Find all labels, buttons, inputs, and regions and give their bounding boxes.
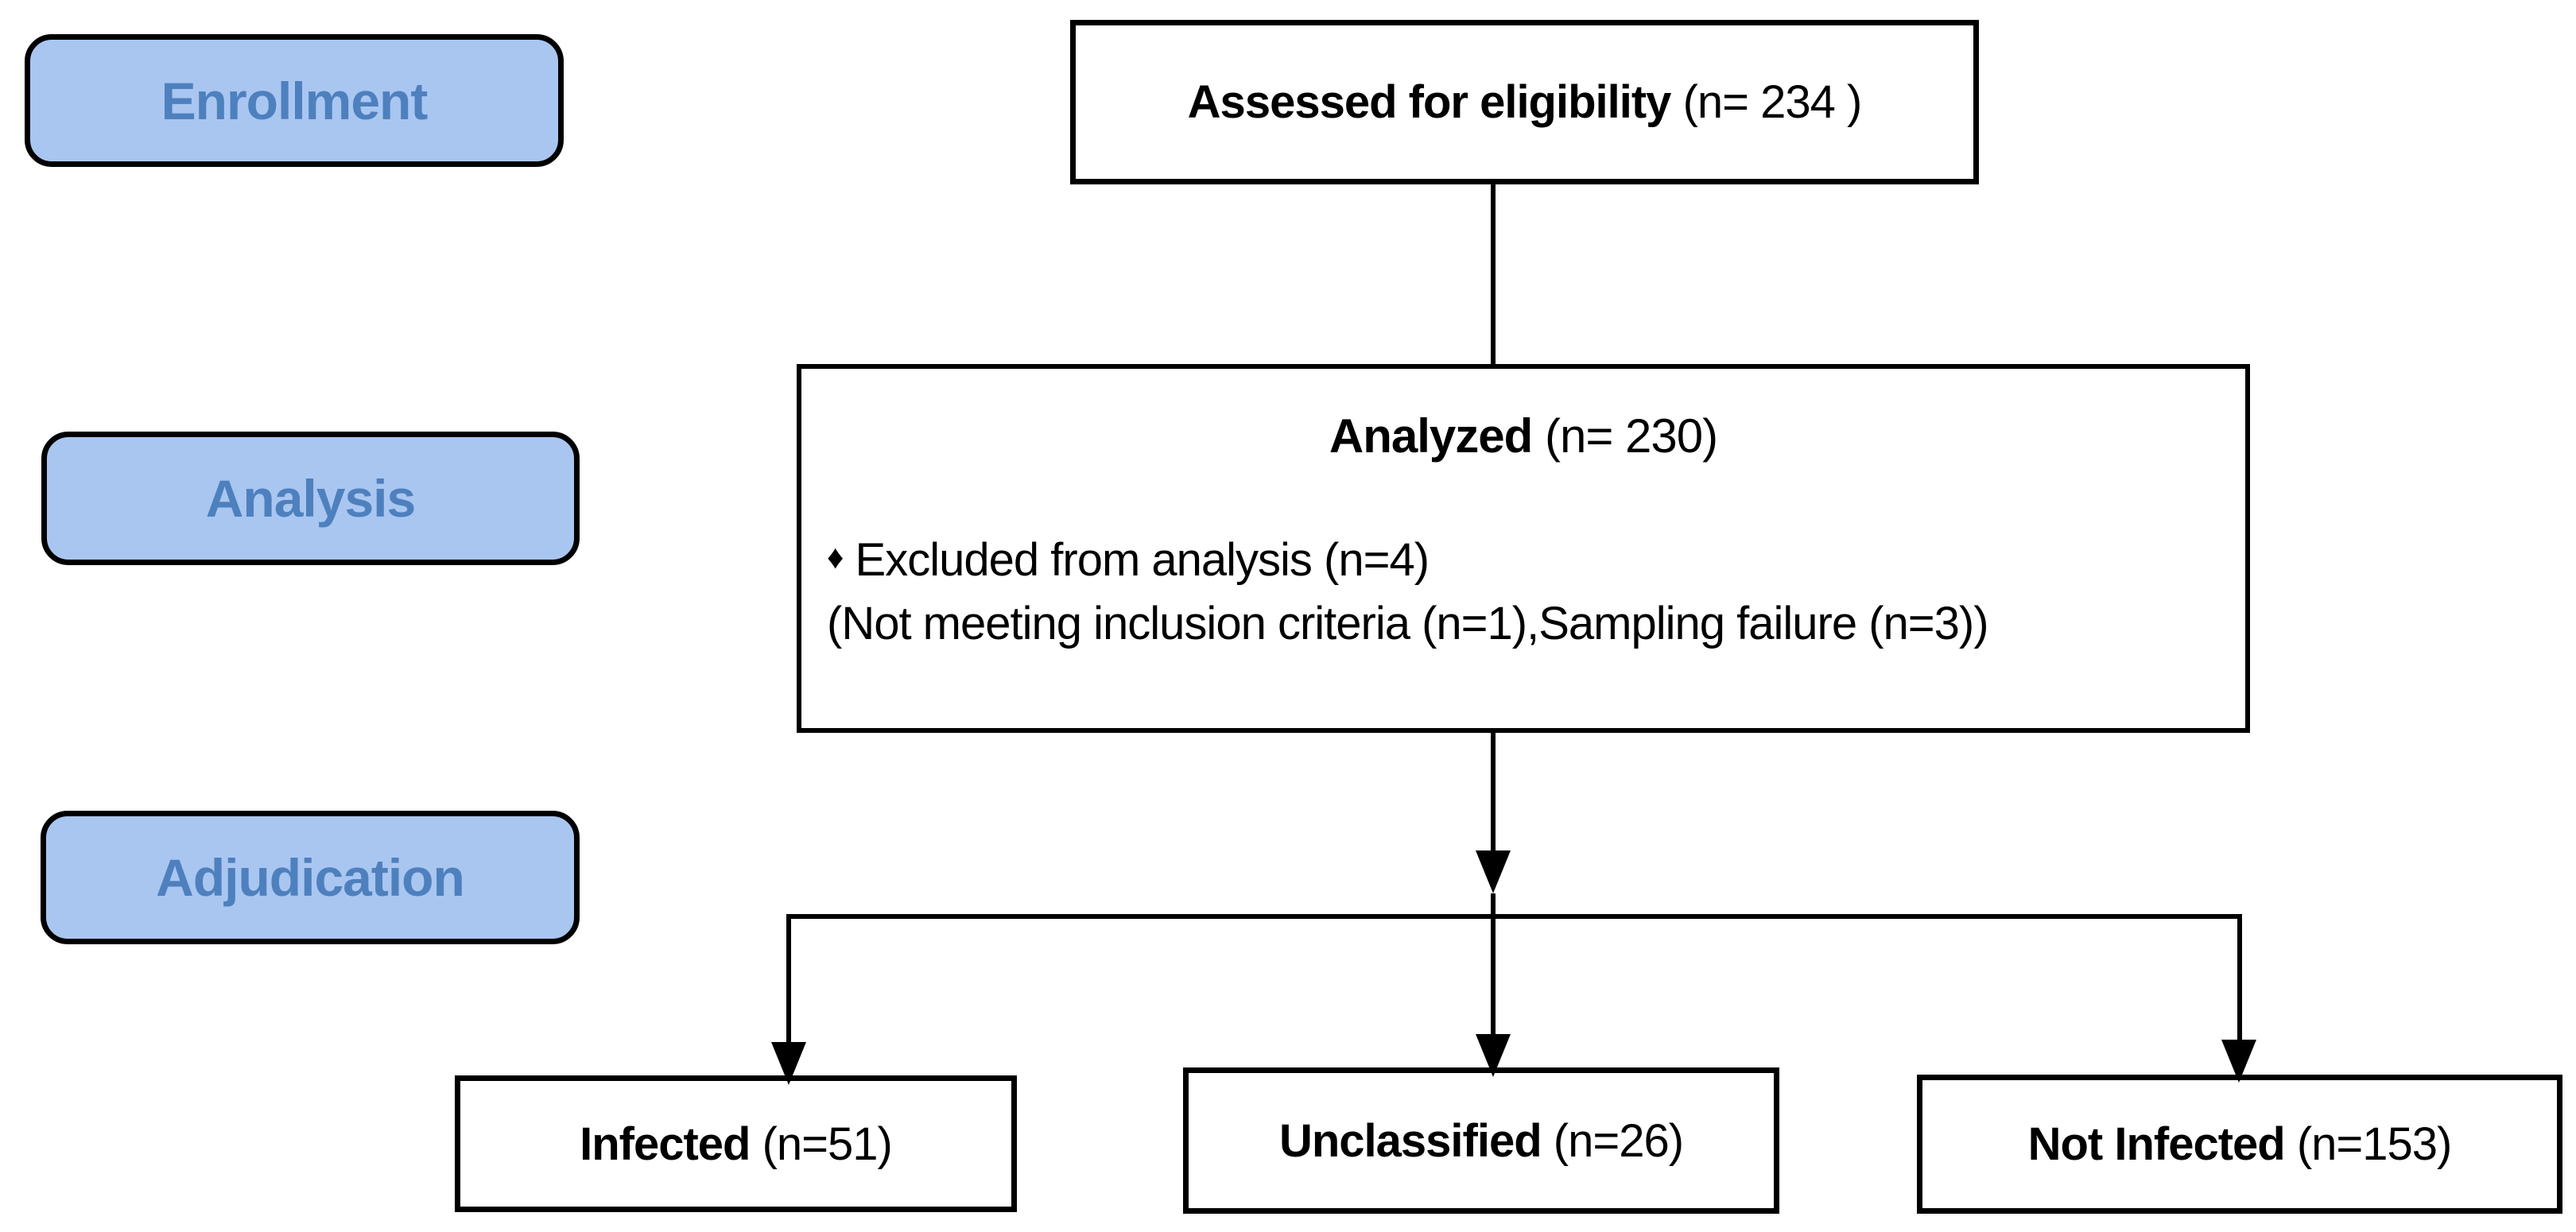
stage-enrollment: Enrollment xyxy=(25,34,564,167)
stage-adjudication: Adjudication xyxy=(41,811,580,944)
not-infected-title: Not Infected xyxy=(2027,1118,2286,1170)
node-unclassified: Unclassified (n=26) xyxy=(1183,1067,1779,1214)
arrow-down-icon-main xyxy=(1476,850,1511,893)
connector-drop-unclassified xyxy=(1491,893,1496,1036)
node-assessed-label: Assessed for eligibility (n= 234 ) xyxy=(1187,76,1863,129)
excluded-detail-line: (Not meeting inclusion criteria (n=1),Sa… xyxy=(827,598,1989,649)
analyzed-count: (n= 230) xyxy=(1532,409,1718,463)
node-not-infected: Not Infected (n=153) xyxy=(1917,1075,2562,1214)
assessed-count: (n= 234 ) xyxy=(1670,76,1863,128)
node-unclassified-label: Unclassified (n=26) xyxy=(1278,1114,1684,1168)
not-infected-count: (n=153) xyxy=(2284,1118,2453,1170)
infected-count: (n=51) xyxy=(750,1118,893,1170)
node-infected-label: Infected (n=51) xyxy=(580,1118,893,1171)
diamond-bullet-icon: ♦ xyxy=(827,538,844,575)
excluded-line: ♦ Excluded from analysis (n=4) xyxy=(827,525,2245,592)
arrow-down-icon-not-infected xyxy=(2221,1040,2256,1083)
excluded-text: Excluded from analysis (n=4) xyxy=(843,534,1430,586)
infected-title: Infected xyxy=(580,1118,751,1170)
analyzed-title-bold: Analyzed xyxy=(1329,409,1533,463)
node-analyzed: Analyzed (n= 230) ♦ Excluded from analys… xyxy=(797,364,2250,733)
node-infected: Infected (n=51) xyxy=(455,1075,1017,1212)
node-analyzed-body: ♦ Excluded from analysis (n=4) (Not meet… xyxy=(827,525,2245,656)
node-analyzed-title: Analyzed (n= 230) xyxy=(801,409,2245,463)
assessed-title: Assessed for eligibility xyxy=(1187,76,1672,128)
unclassified-title: Unclassified xyxy=(1278,1114,1542,1167)
stage-analysis: Analysis xyxy=(41,432,580,565)
stage-adjudication-label: Adjudication xyxy=(156,848,465,907)
connector-branch-horizontal xyxy=(786,914,2242,919)
connector-drop-not-infected xyxy=(2237,914,2242,1046)
arrow-down-icon-unclassified xyxy=(1476,1034,1511,1077)
stage-enrollment-label: Enrollment xyxy=(161,71,429,130)
unclassified-count: (n=26) xyxy=(1541,1114,1684,1167)
connector-drop-infected xyxy=(786,914,791,1048)
node-assessed: Assessed for eligibility (n= 234 ) xyxy=(1070,20,1979,184)
node-not-infected-label: Not Infected (n=153) xyxy=(2027,1118,2453,1171)
arrow-down-icon-infected xyxy=(771,1042,806,1085)
connector-analyzed-down xyxy=(1491,733,1496,862)
stage-analysis-label: Analysis xyxy=(205,469,416,528)
connector-assessed-to-analyzed xyxy=(1491,184,1496,364)
